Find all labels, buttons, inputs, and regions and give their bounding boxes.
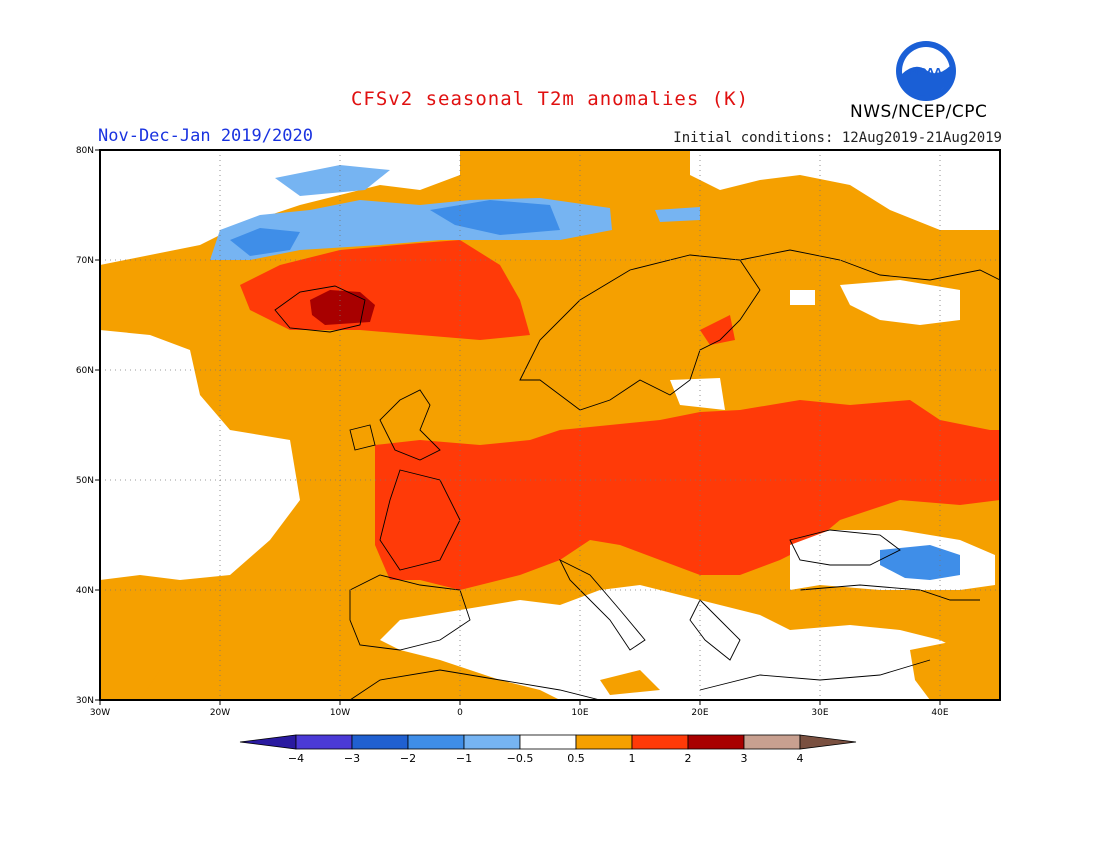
- colorbar-label: −2: [400, 752, 416, 765]
- lon-tick-label: 40E: [931, 708, 948, 718]
- colorbar-box: [519, 734, 577, 750]
- colorbar-box: [743, 734, 801, 750]
- lat-tick-label: 30N: [76, 696, 94, 706]
- colorbar-label: −4: [288, 752, 304, 765]
- coastlines: [274, 249, 1000, 700]
- colorbar-label: 0.5: [567, 752, 585, 765]
- colorbar: −4 −3 −2 −1 −0.5 0.5 1 2 3 4: [239, 734, 857, 765]
- period-label: Nov-Dec-Jan 2019/2020: [98, 126, 313, 146]
- map-frame: [99, 149, 1001, 701]
- anomaly-field: [100, 150, 1000, 700]
- logo-text: NOAA: [910, 67, 942, 78]
- graticule: [100, 150, 1000, 700]
- colorbar-label: 4: [797, 752, 804, 765]
- noaa-logo: NOAA: [896, 41, 956, 101]
- colorbar-box: [687, 734, 745, 750]
- latitude-ticks: 30N 40N 50N 60N 70N 80N: [76, 146, 100, 706]
- lon-tick-label: 20W: [210, 708, 230, 718]
- colorbar-arrow-high: [799, 734, 857, 750]
- colorbar-box: [631, 734, 689, 750]
- lon-tick-label: 10W: [330, 708, 350, 718]
- lon-tick-label: 0: [457, 708, 463, 718]
- lon-tick-label: 30W: [90, 708, 110, 718]
- lon-tick-label: 20E: [691, 708, 708, 718]
- colorbar-arrow-low: [239, 734, 297, 750]
- colorbar-label: 1: [629, 752, 636, 765]
- colorbar-label: −3: [344, 752, 360, 765]
- agency-label: NWS/NCEP/CPC: [850, 102, 988, 122]
- colorbar-label: 3: [741, 752, 748, 765]
- colorbar-box: [575, 734, 633, 750]
- colorbar-label: 2: [685, 752, 692, 765]
- lat-tick-label: 80N: [76, 146, 94, 156]
- lon-tick-label: 10E: [571, 708, 588, 718]
- initial-conditions-label: Initial conditions: 12Aug2019-21Aug2019: [673, 130, 1002, 146]
- longitude-ticks: 30W 20W 10W 0 10E 20E 30E 40E: [90, 700, 949, 718]
- colorbar-box: [463, 734, 521, 750]
- lat-tick-label: 70N: [76, 256, 94, 266]
- colorbar-box: [295, 734, 353, 750]
- colorbar-label: −0.5: [507, 752, 534, 765]
- colorbar-label: −1: [456, 752, 472, 765]
- lat-tick-label: 40N: [76, 586, 94, 596]
- lat-tick-label: 50N: [76, 476, 94, 486]
- colorbar-box: [407, 734, 465, 750]
- colorbar-box: [351, 734, 409, 750]
- figure-title: CFSv2 seasonal T2m anomalies (K): [350, 88, 750, 110]
- lon-tick-label: 30E: [811, 708, 828, 718]
- lat-tick-label: 60N: [76, 366, 94, 376]
